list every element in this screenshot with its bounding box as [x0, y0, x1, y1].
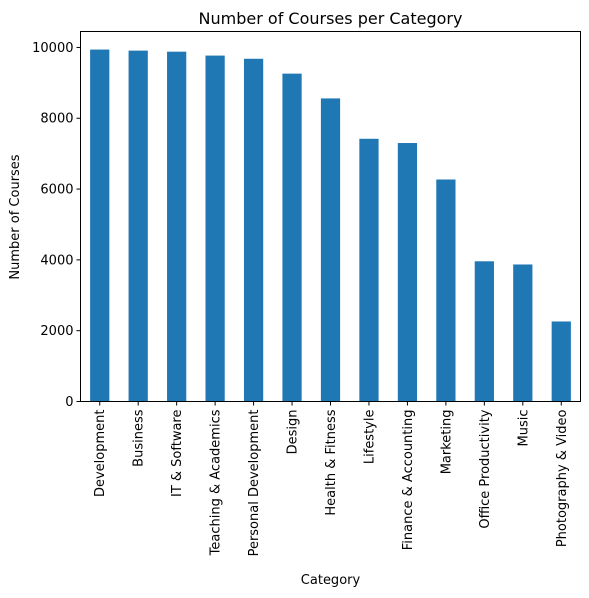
x-tick-label-9: Marketing [439, 410, 454, 475]
bar-2 [167, 51, 187, 402]
bar-5 [282, 73, 302, 402]
x-tick-label-5: Design [286, 410, 301, 455]
x-tick-label-1: Business [132, 409, 147, 467]
bar-4 [243, 58, 264, 402]
x-axis-label: Category [301, 573, 361, 588]
y-tick-label-2: 4000 [40, 253, 73, 268]
bar-10 [474, 261, 494, 402]
x-tick-label-8: Finance & Accounting [401, 410, 416, 551]
bar-group [90, 49, 571, 402]
bar-1 [128, 50, 148, 402]
x-tick-label-4: Personal Development [247, 410, 262, 557]
x-tick-label-10: Office Productivity [478, 409, 493, 528]
x-tick-label-2: IT & Software [170, 409, 185, 496]
y-tick-label-1: 2000 [40, 324, 73, 339]
bar-11 [513, 264, 533, 402]
y-tick-label-4: 8000 [40, 112, 73, 127]
chart-title: Number of Courses per Category [199, 9, 463, 28]
x-tick-label-12: Photography & Video [555, 409, 570, 547]
bar-0 [90, 49, 110, 402]
bar-3 [205, 55, 225, 402]
bar-12 [551, 321, 571, 402]
bar-7 [359, 138, 379, 402]
y-axis-label: Number of Courses [8, 154, 23, 279]
x-tick-label-7: Lifestyle [362, 410, 377, 465]
y-tick-label-5: 10000 [32, 41, 73, 56]
y-tick-label-3: 6000 [40, 183, 73, 198]
bar-8 [397, 143, 418, 402]
y-tick-label-0: 0 [65, 395, 73, 410]
x-tick-label-11: Music [516, 410, 531, 447]
x-tick-label-3: Teaching & Academics [209, 409, 224, 556]
x-tick-label-0: Development [93, 410, 108, 498]
x-axis-ticks: Development Business IT & Software Teaching… [93, 401, 570, 557]
x-tick-label-6: Health & Fitness [324, 409, 339, 515]
bar-6 [320, 98, 341, 402]
bar-9 [436, 179, 456, 402]
plot-frame [80, 31, 581, 402]
y-axis-ticks: 0 2000 4000 6000 8000 10000 [32, 41, 81, 410]
